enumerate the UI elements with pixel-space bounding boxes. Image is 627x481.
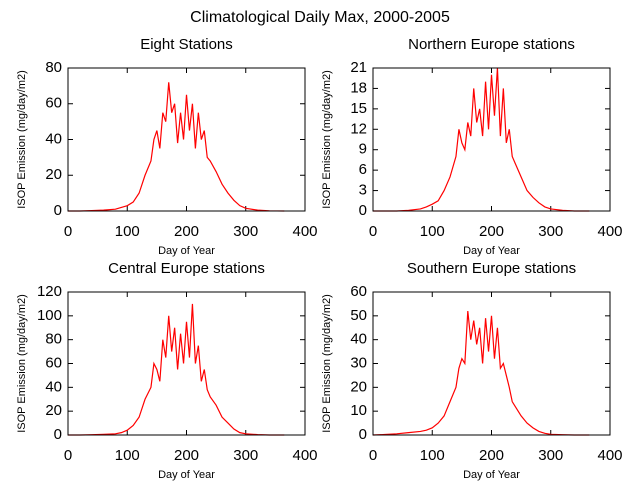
x-axis-label: Day of Year bbox=[463, 469, 520, 481]
y-tick-label: 0 bbox=[54, 202, 62, 219]
data-line bbox=[372, 311, 590, 436]
y-tick-label: 12 bbox=[350, 120, 367, 137]
x-tick-label: 200 bbox=[479, 223, 504, 240]
y-tick-label: 0 bbox=[54, 426, 62, 443]
y-axis-label: ISOP Emission (mg/day/m2) bbox=[16, 294, 28, 433]
x-tick-label: 100 bbox=[115, 447, 140, 464]
x-tick-label: 0 bbox=[64, 447, 72, 464]
plot-frame bbox=[372, 291, 611, 436]
x-axis-label: Day of Year bbox=[158, 469, 215, 481]
y-tick-label: 20 bbox=[350, 378, 367, 395]
panel-title: Eight Stations bbox=[140, 36, 233, 53]
x-tick-label: 100 bbox=[420, 223, 445, 240]
x-tick-label: 200 bbox=[174, 223, 199, 240]
y-tick-label: 9 bbox=[359, 141, 367, 158]
x-tick-label: 200 bbox=[174, 447, 199, 464]
panel-title: Northern Europe stations bbox=[408, 36, 575, 53]
y-tick-label: 0 bbox=[359, 202, 367, 219]
y-tick-label: 60 bbox=[45, 95, 62, 112]
y-tick-label: 80 bbox=[45, 59, 62, 76]
x-tick-label: 400 bbox=[597, 223, 622, 240]
data-line bbox=[373, 67, 590, 212]
x-tick-label: 300 bbox=[538, 223, 563, 240]
plot-frame bbox=[67, 291, 306, 436]
y-tick-label: 15 bbox=[350, 100, 367, 117]
x-tick-label: 0 bbox=[369, 223, 377, 240]
y-tick-label: 3 bbox=[359, 182, 367, 199]
x-tick-label: 200 bbox=[479, 447, 504, 464]
y-axis-label: ISOP Emission (mg/day/m2) bbox=[16, 70, 28, 209]
y-tick-label: 20 bbox=[45, 402, 62, 419]
y-tick-label: 0 bbox=[359, 426, 367, 443]
x-tick-label: 400 bbox=[292, 447, 317, 464]
y-axis-label: ISOP Emission (mg/day/m2) bbox=[321, 294, 333, 433]
x-tick-label: 0 bbox=[369, 447, 377, 464]
y-axis-label: ISOP Emission (mg/day/m2) bbox=[321, 70, 333, 209]
y-tick-label: 10 bbox=[350, 402, 367, 419]
figure-title: Climatological Daily Max, 2000-2005 bbox=[190, 9, 450, 26]
x-tick-label: 0 bbox=[64, 223, 72, 240]
y-tick-label: 80 bbox=[45, 331, 62, 348]
panel-title: Central Europe stations bbox=[108, 260, 265, 277]
x-tick-label: 100 bbox=[420, 447, 445, 464]
y-tick-label: 50 bbox=[350, 307, 367, 324]
x-tick-label: 400 bbox=[597, 447, 622, 464]
y-tick-label: 60 bbox=[45, 354, 62, 371]
y-tick-label: 40 bbox=[45, 130, 62, 147]
y-tick-label: 6 bbox=[359, 161, 367, 178]
x-axis-label: Day of Year bbox=[158, 245, 215, 257]
x-tick-label: 400 bbox=[292, 223, 317, 240]
y-tick-label: 30 bbox=[350, 354, 367, 371]
data-line bbox=[68, 82, 285, 212]
x-tick-label: 300 bbox=[233, 447, 258, 464]
x-tick-label: 300 bbox=[538, 447, 563, 464]
y-tick-label: 18 bbox=[350, 79, 367, 96]
x-axis-label: Day of Year bbox=[463, 245, 520, 257]
y-tick-label: 40 bbox=[45, 378, 62, 395]
y-tick-label: 60 bbox=[350, 283, 367, 300]
y-tick-label: 100 bbox=[37, 307, 62, 324]
plot-frame bbox=[67, 67, 306, 212]
plot-frame bbox=[372, 67, 611, 212]
y-tick-label: 120 bbox=[37, 283, 62, 300]
panel-title: Southern Europe stations bbox=[407, 260, 576, 277]
y-tick-label: 20 bbox=[45, 166, 62, 183]
y-tick-label: 40 bbox=[350, 331, 367, 348]
data-line bbox=[68, 303, 285, 436]
x-tick-label: 300 bbox=[233, 223, 258, 240]
x-tick-label: 100 bbox=[115, 223, 140, 240]
y-tick-label: 21 bbox=[350, 59, 367, 76]
